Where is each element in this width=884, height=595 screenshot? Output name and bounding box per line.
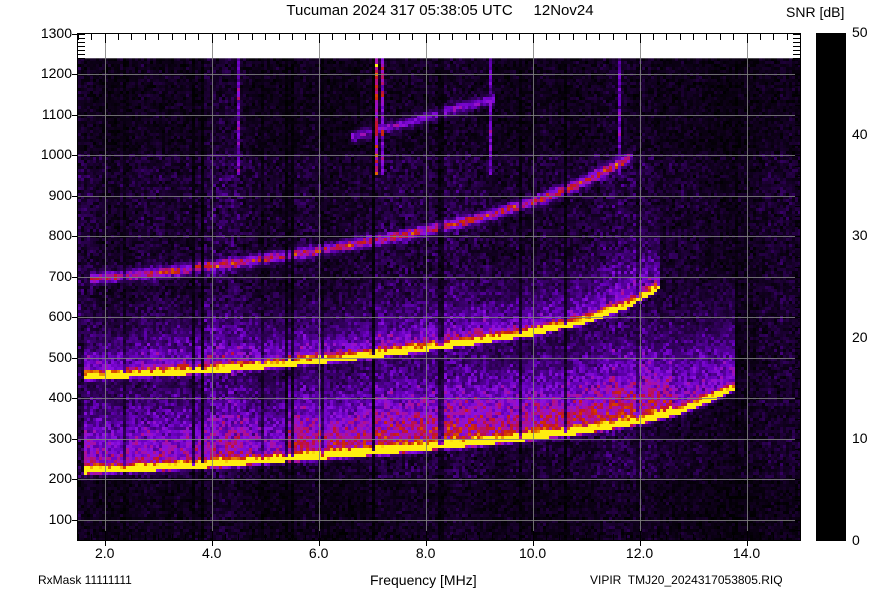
colorbar-tick-mark [817, 236, 823, 238]
colorbar-tick-label: 40 [852, 125, 868, 142]
y-tick-label: 600 [48, 308, 72, 325]
y-tick-mark [72, 438, 77, 440]
y-tick-mark [72, 74, 77, 76]
colorbar-tick-mark [839, 337, 845, 339]
x-tick-mark [104, 541, 106, 546]
colorbar-tick-mark [817, 337, 823, 339]
y-tick-mark [72, 34, 77, 35]
y-tick-label: 700 [48, 267, 72, 284]
y-tick-mark [72, 479, 77, 481]
x-tick-mark [318, 541, 320, 546]
colorbar-tick-label: 10 [852, 430, 868, 447]
y-tick-label: 1300 [40, 25, 72, 41]
colorbar-tick-mark [817, 134, 823, 136]
colorbar-gradient [817, 34, 845, 540]
colorbar-tick-mark [839, 236, 845, 238]
colorbar-tick-label: 50 [852, 24, 868, 40]
y-tick-label: 100 [48, 510, 72, 527]
x-tick-mark [211, 541, 213, 546]
x-tick-label: 8.0 [415, 545, 436, 561]
colorbar-tick-mark [839, 134, 845, 136]
x-tick-mark [425, 541, 427, 546]
x-tick-label: 2.0 [95, 545, 115, 561]
source-file-label: VIPIR TMJ20_2024317053805.RIQ [590, 573, 783, 587]
y-tick-label: 300 [48, 429, 72, 446]
y-tick-mark [72, 114, 77, 116]
x-tick-mark [639, 541, 641, 546]
colorbar [816, 33, 846, 541]
colorbar-title: SNR [dB] [786, 4, 845, 20]
y-tick-mark [72, 357, 77, 359]
colorbar-tick-label: 30 [852, 227, 868, 244]
colorbar-tick-label: 20 [852, 328, 868, 345]
y-tick-mark [72, 519, 77, 521]
colorbar-tick-label: 0 [852, 532, 860, 548]
x-tick-mark [532, 541, 534, 546]
y-tick-label: 200 [48, 470, 72, 487]
y-tick-label: 500 [48, 348, 72, 365]
y-tick-label: 400 [48, 389, 72, 406]
page-title: Tucuman 2024 317 05:38:05 UTC 12Nov24 [286, 2, 594, 19]
y-tick-label: 800 [48, 227, 72, 244]
x-tick-label: 12.0 [625, 545, 654, 561]
x-tick-label: 10.0 [518, 545, 547, 561]
y-tick-mark [72, 236, 77, 238]
rxmask-status: RxMask 11111111 [38, 573, 132, 587]
y-tick-label: 1200 [40, 65, 72, 82]
y-tick-mark [72, 317, 77, 319]
colorbar-tick-mark [839, 439, 845, 441]
x-axis-label: Frequency [MHz] [370, 572, 477, 588]
ionogram-plot-area [77, 33, 801, 541]
x-tick-label: 14.0 [732, 545, 761, 561]
y-tick-mark [72, 155, 77, 157]
y-tick-label: 1100 [41, 105, 72, 122]
x-tick-mark [746, 541, 748, 546]
x-tick-label: 6.0 [308, 545, 329, 561]
ionogram-heatmap-canvas [78, 34, 800, 540]
y-tick-mark [72, 398, 77, 400]
y-tick-mark [72, 276, 77, 278]
y-tick-label: 1000 [40, 146, 72, 163]
y-tick-label: 900 [48, 186, 72, 203]
y-tick-mark [72, 195, 77, 197]
x-tick-label: 4.0 [201, 545, 222, 561]
colorbar-tick-mark [817, 439, 823, 441]
